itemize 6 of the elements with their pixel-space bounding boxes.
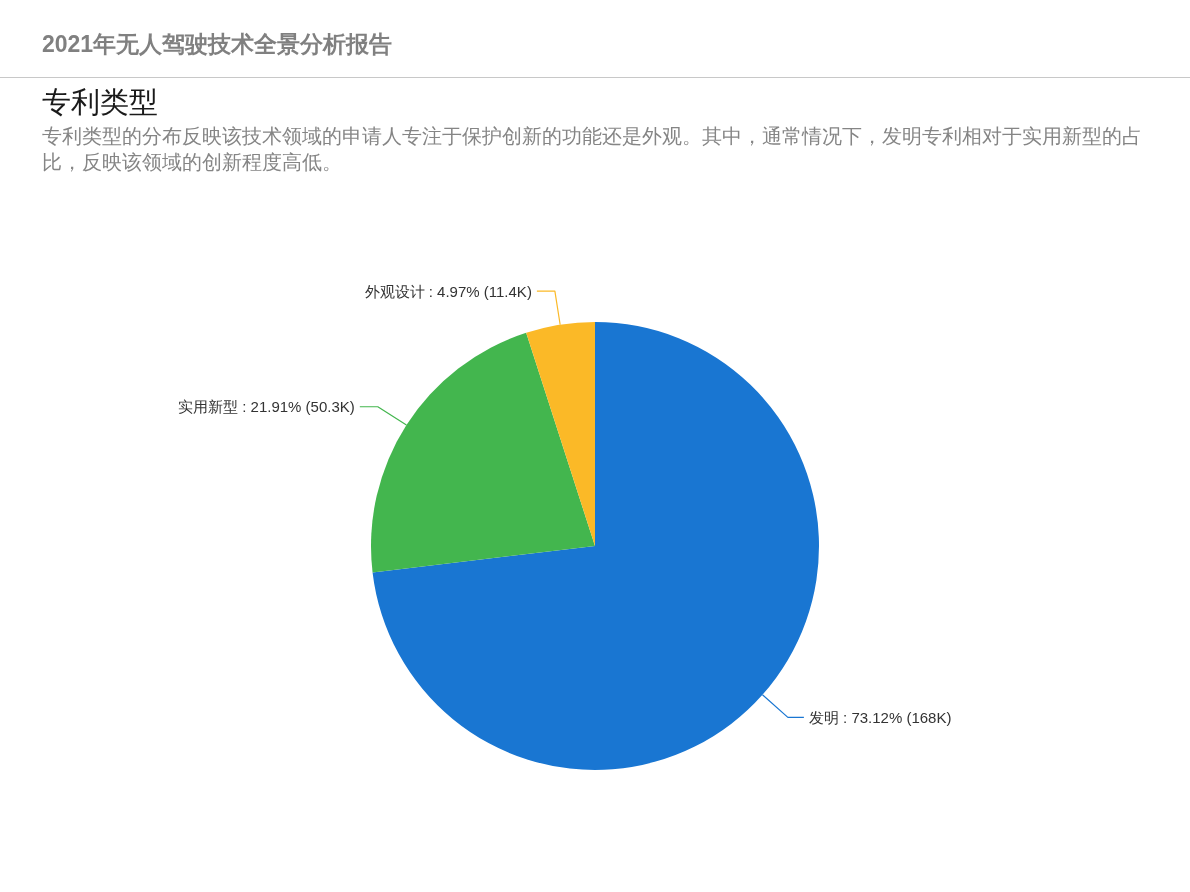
chart-subtitle: 专利类型的分布反映该技术领域的申请人专注于保护创新的功能还是外观。其中，通常情况下，发明专利相对于实用新型的占比，反映该领域的创新程度高低。	[42, 124, 1143, 175]
chart-title: 专利类型	[42, 85, 158, 120]
slice-label: 发明 : 73.12% (168K)	[808, 708, 952, 726]
slice-label: 实用新型 : 21.91% (50.3K)	[178, 398, 355, 416]
slice-label: 外观设计 : 4.97% (11.4K)	[364, 282, 532, 300]
text: 2021年无人驾驶技术全景分析报告	[42, 30, 393, 59]
